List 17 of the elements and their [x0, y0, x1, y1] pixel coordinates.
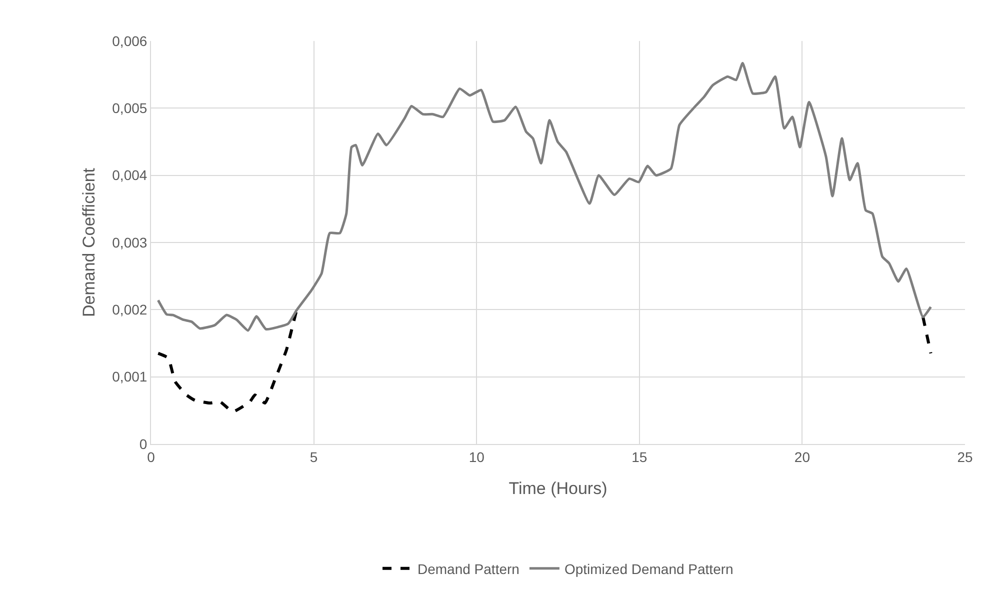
y-tick-label: 0 — [139, 436, 148, 452]
x-tick-label: 5 — [310, 448, 318, 465]
x-tick-label: 25 — [957, 448, 973, 465]
legend-label: Optimized Demand Pattern — [564, 560, 734, 577]
x-tick-label: 20 — [794, 448, 810, 465]
y-tick-label: 0,002 — [112, 302, 148, 318]
y-tick-label: 0,006 — [112, 32, 148, 49]
x-tick-label: 15 — [632, 448, 648, 465]
y-tick-label: 0,003 — [112, 234, 148, 250]
legend-label: Demand Pattern — [418, 560, 520, 577]
x-axis-title: Time (Hours) — [508, 479, 608, 498]
line-series — [156, 62, 932, 332]
y-tick-label: 0,004 — [112, 167, 148, 184]
x-tick-label: 10 — [468, 448, 485, 465]
y-axis-title: Demand Coefficient — [80, 168, 99, 317]
y-tick-label: 0,001 — [112, 368, 148, 385]
y-tick-label: 0,005 — [112, 100, 148, 116]
